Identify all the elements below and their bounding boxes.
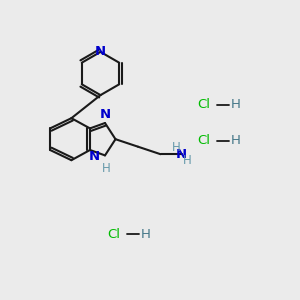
Text: Cl: Cl [197, 134, 211, 148]
Text: H: H [231, 98, 240, 112]
Text: N: N [176, 148, 187, 161]
Text: N: N [100, 108, 111, 121]
Text: H: H [182, 154, 191, 167]
Text: H: H [231, 134, 240, 148]
Text: N: N [95, 45, 106, 58]
Text: Cl: Cl [197, 98, 211, 112]
Text: H: H [141, 227, 150, 241]
Text: N: N [88, 150, 100, 164]
Text: H: H [101, 162, 110, 175]
Text: H: H [172, 141, 181, 154]
Text: Cl: Cl [107, 227, 121, 241]
